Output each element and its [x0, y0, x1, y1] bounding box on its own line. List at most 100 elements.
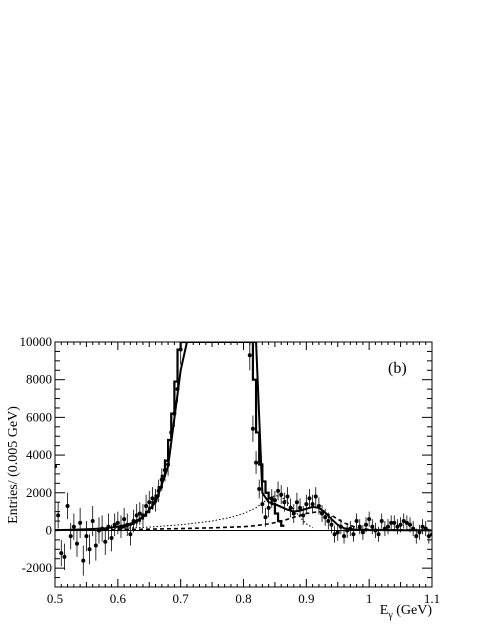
x-tick-label: 0.8 — [235, 591, 251, 606]
data-point — [247, 353, 252, 358]
data-point — [373, 528, 378, 533]
data-point — [430, 532, 432, 537]
y-tick-label: 6000 — [26, 409, 52, 424]
data-point — [65, 503, 70, 508]
data-point — [389, 520, 394, 525]
plot-area: 0.5 0.6 0.7 0.8 0.9 1 1.1 -2000 0 2000 4000 6000 80… — [20, 334, 441, 606]
data-point — [367, 517, 372, 522]
x-tick-label: 0.6 — [110, 591, 127, 606]
data-point — [313, 494, 318, 499]
y-axis — [55, 341, 432, 588]
data-point — [332, 532, 337, 537]
data-point — [398, 522, 403, 527]
data-point — [115, 520, 120, 525]
data-point — [125, 522, 130, 527]
y-tick-labels: -2000 0 2000 4000 6000 8000 10000 — [20, 334, 53, 575]
data-point — [335, 530, 340, 535]
data-point — [316, 503, 321, 508]
data-point — [257, 487, 262, 491]
data-point — [276, 488, 281, 493]
data-point — [100, 526, 105, 531]
component-dashed-line — [55, 510, 432, 532]
data-point — [408, 522, 413, 527]
data-point — [338, 524, 343, 529]
data-point — [103, 539, 108, 544]
data-point — [307, 496, 312, 501]
data-point — [84, 534, 89, 539]
data-point — [426, 534, 431, 539]
data-point — [78, 520, 83, 525]
data-point — [351, 532, 356, 537]
data-point — [109, 536, 114, 540]
data-point — [166, 462, 171, 467]
data-point — [159, 477, 164, 482]
data-point — [269, 496, 274, 501]
data-point — [90, 519, 95, 524]
x-axis-title-main: E — [380, 603, 389, 618]
data-point — [414, 534, 419, 539]
data-point — [288, 505, 293, 510]
y-tick-label: 8000 — [26, 372, 52, 387]
data-point — [96, 528, 101, 533]
data-point — [294, 500, 299, 505]
data-point — [423, 526, 428, 531]
x-axis — [54, 342, 433, 587]
data-point — [144, 503, 149, 508]
data-point — [134, 513, 139, 518]
y-tick-label: 10000 — [20, 334, 53, 349]
data-point — [272, 498, 277, 503]
data-point — [279, 492, 284, 497]
data-point — [140, 513, 145, 518]
x-axis-title: Eγ (GeV) — [380, 603, 433, 621]
data-point — [87, 547, 92, 552]
x-tick-labels: 0.5 0.6 0.7 0.8 0.9 1 1.1 — [47, 591, 440, 606]
data-point — [376, 532, 381, 537]
data-point — [74, 541, 79, 546]
data-point — [59, 551, 64, 556]
data-point — [260, 502, 265, 507]
data-point — [345, 528, 350, 533]
x-axis-title-unit: (GeV) — [393, 603, 433, 618]
data-point — [342, 534, 347, 539]
data-point — [62, 554, 67, 559]
data-point — [360, 530, 365, 535]
y-tick-label: 4000 — [26, 447, 52, 462]
data-point — [254, 460, 259, 465]
x-tick-label: 1.1 — [424, 591, 440, 606]
data-point — [291, 511, 296, 516]
y-tick-label: 2000 — [26, 485, 52, 500]
data-point — [301, 513, 306, 518]
x-axis-title-sub: γ — [387, 610, 393, 621]
data-point — [329, 522, 334, 527]
data-point — [56, 513, 61, 518]
total-fit-line — [55, 342, 432, 532]
data-point — [162, 468, 167, 473]
x-tick-label: 1 — [366, 591, 373, 606]
data-point — [71, 524, 76, 529]
data-point — [404, 520, 409, 525]
data-point — [282, 500, 287, 505]
component-dotted-line — [55, 495, 313, 531]
data-point — [263, 515, 268, 520]
data-point — [354, 519, 359, 524]
panel-label: (b) — [388, 360, 407, 377]
data-point — [304, 502, 309, 507]
data-point — [326, 519, 331, 524]
data-point — [386, 524, 391, 529]
data-point — [370, 524, 375, 529]
data-point — [379, 519, 384, 524]
data-point — [137, 511, 142, 516]
y-tick-label: 0 — [46, 522, 53, 537]
x-tick-label: 0.7 — [173, 591, 190, 606]
data-point — [266, 505, 271, 510]
data-point — [112, 522, 117, 527]
y-tick-label: -2000 — [22, 560, 52, 575]
data-point — [131, 519, 136, 524]
data-point — [118, 524, 123, 529]
data-point — [401, 519, 406, 524]
x-tick-label: 0.5 — [47, 591, 63, 606]
data-point — [320, 511, 325, 516]
data-point — [169, 430, 174, 435]
x-tick-label: 0.9 — [298, 591, 314, 606]
